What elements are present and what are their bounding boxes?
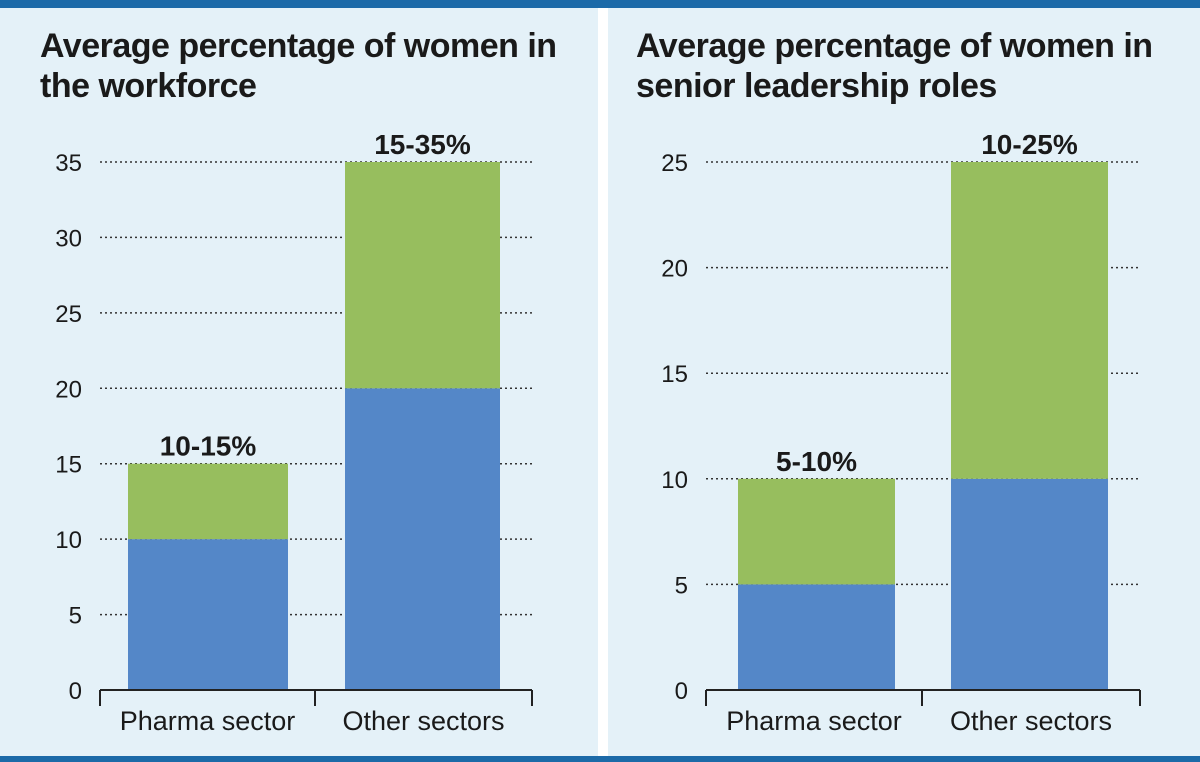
bar-range-label: 15-35% [374, 129, 471, 160]
y-tick-label: 15 [661, 361, 688, 388]
bar-range-label: 5-10% [776, 446, 857, 477]
panel-divider [598, 8, 608, 756]
y-tick-label: 10 [55, 527, 82, 554]
bar-segment [345, 162, 500, 389]
x-category-label: Pharma sector [120, 706, 296, 736]
x-category-label: Other sectors [950, 706, 1112, 736]
x-category-label: Other sectors [342, 706, 504, 736]
y-tick-label: 5 [69, 603, 82, 630]
bar-segment [738, 478, 895, 585]
y-tick-label: 0 [675, 678, 688, 705]
y-tick-label: 20 [661, 256, 688, 283]
bar-segment [738, 584, 895, 690]
leadership-chart-title: Average percentage of women in senior le… [636, 27, 1153, 105]
leadership-chart-panel: Average percentage of women in senior le… [608, 8, 1200, 756]
y-tick-label: 25 [55, 301, 82, 328]
y-tick-label: 0 [69, 678, 82, 705]
top-border [0, 0, 1200, 8]
y-tick-label: 5 [675, 572, 688, 599]
workforce-chart: 0 5 10 15 20 25 30 35 10-15% Pharma sector 15-35% O… [55, 129, 533, 736]
x-category-label: Pharma sector [726, 706, 902, 736]
workforce-chart-title: Average percentage of women in the workf… [40, 27, 557, 105]
bar-segment [128, 463, 288, 540]
y-tick-label: 10 [661, 467, 688, 494]
bar-segment [345, 388, 500, 690]
y-tick-label: 15 [55, 452, 82, 479]
bar-segment [951, 162, 1108, 479]
workforce-chart-panel: Average percentage of women in the workf… [0, 8, 598, 756]
bottom-border [0, 756, 1200, 762]
y-tick-label: 35 [55, 150, 82, 177]
leadership-chart: 0 5 10 15 20 25 5-10% Pharma sector 10-25% Other … [661, 129, 1141, 736]
bar-range-label: 10-25% [981, 129, 1078, 160]
y-tick-label: 25 [661, 150, 688, 177]
y-tick-label: 30 [55, 225, 82, 252]
bar-segment [128, 539, 288, 690]
bar-segment [951, 478, 1108, 690]
y-tick-label: 20 [55, 376, 82, 403]
bar-range-label: 10-15% [160, 431, 257, 462]
